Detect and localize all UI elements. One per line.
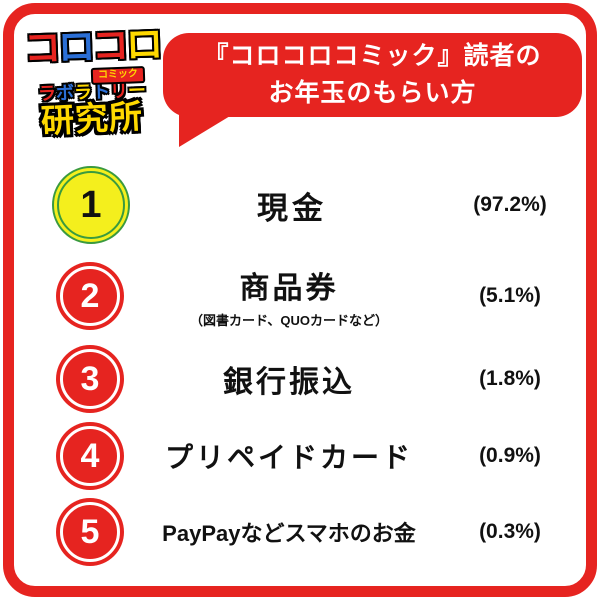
rank-3-label: 銀行振込: [223, 366, 355, 399]
rank-2-sublabel: （図書カード、QUOカードなど）: [189, 313, 389, 328]
rank-1-label: 現金: [257, 190, 327, 226]
rank-3-badge: 3: [56, 345, 124, 413]
rank-2-badge: 2: [56, 262, 124, 330]
rank-5-badge: 5: [56, 498, 124, 566]
ranking-list: 1 現金 (97.2%) 2 商品券 （図書カード、QUOカードなど） (5.1…: [40, 158, 566, 570]
ranking-row-5: 5 PayPayなどスマホのお金 (0.3%): [40, 494, 566, 570]
rank-number: 3: [80, 359, 100, 398]
ranking-row-1: 1 現金 (97.2%): [40, 158, 566, 252]
title-line1: 『コロコロコミック』読者の: [203, 42, 542, 70]
logo-line3-kenkyujo: 研究所: [40, 97, 144, 140]
ranking-row-2: 2 商品券 （図書カード、QUOカードなど） (5.1%): [40, 252, 566, 340]
rank-4-label: プリペイドカード: [164, 442, 413, 473]
rank-4-percent: (0.9%): [479, 444, 541, 467]
title-line2: お年玉のもらい方: [268, 79, 477, 107]
logo-line1-corocoro: コロコロ: [23, 23, 161, 70]
ranking-row-4: 4 プリペイドカード (0.9%): [40, 418, 566, 494]
rank-number: 1: [80, 183, 102, 226]
rank-5-percent: (0.3%): [479, 520, 541, 543]
rank-3-percent: (1.8%): [479, 367, 541, 390]
logo-badge-comic: コミック: [90, 66, 146, 85]
rank-2-label: 商品券: [239, 272, 339, 305]
rank-1-percent: (97.2%): [473, 193, 547, 216]
rank-4-badge: 4: [56, 422, 124, 490]
red-frame: [3, 3, 597, 597]
rank-2-percent: (5.1%): [479, 284, 541, 307]
corocoro-lab-logo: コロコロ コミック ラボラトリー 研究所: [23, 23, 161, 140]
rank-number: 4: [80, 436, 100, 475]
rank-number: 2: [80, 276, 100, 315]
rank-1-badge: 1: [52, 166, 130, 244]
rank-number: 5: [80, 512, 100, 551]
rank-5-label: PayPayなどスマホのお金: [162, 521, 416, 546]
title-bubble: 『コロコロコミック』読者の お年玉のもらい方: [163, 33, 582, 147]
ranking-row-3: 3 銀行振込 (1.8%): [40, 340, 566, 418]
